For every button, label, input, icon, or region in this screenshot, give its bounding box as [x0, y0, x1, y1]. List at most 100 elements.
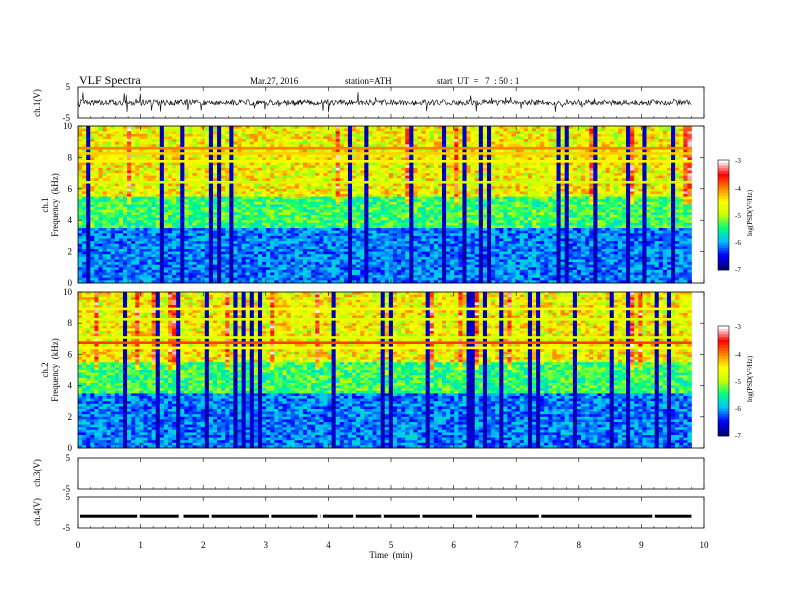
- ch1-spectrogram-cell: [258, 186, 262, 189]
- ch1-spectrogram-cell: [336, 152, 340, 155]
- ch1-spectrogram-cell: [209, 181, 213, 184]
- ch1-spectrogram-cell: [123, 160, 127, 163]
- ch1-spectrogram-cell: [585, 134, 589, 137]
- ch1-spectrogram-cell: [205, 157, 209, 160]
- ch1-spectrogram-cell: [634, 176, 638, 179]
- ch1-spectrogram-cell: [524, 155, 528, 158]
- ch1-spectrogram-cell: [401, 150, 405, 153]
- ch1-spectrogram-cell: [103, 194, 107, 197]
- ch1-spectrogram-cell: [360, 163, 364, 166]
- ch1-spectrogram-cell: [593, 139, 597, 142]
- ch1-spectrogram-cell: [552, 152, 556, 155]
- ch1-spectrogram-cell: [626, 139, 630, 142]
- ch1-spectrogram-cell: [548, 131, 552, 134]
- ch1-spectrogram-cell: [176, 189, 180, 192]
- ch1-spectrogram-cell: [397, 181, 401, 184]
- ch1-spectrogram-cell: [397, 176, 401, 179]
- ch1-spectrogram-cell: [393, 197, 397, 200]
- ch1-spectrogram-cell: [229, 168, 233, 171]
- ch1-spectrogram-cell: [589, 191, 593, 194]
- ch1-spectrogram-cell: [434, 207, 438, 210]
- ch1-spectrogram-cell: [405, 152, 409, 155]
- ch1-spectrogram-cell: [667, 157, 671, 160]
- ch1-spectrogram-cell: [417, 194, 421, 197]
- ch1-spectrogram-cell: [397, 142, 401, 145]
- ch1-spectrogram-cell: [471, 131, 475, 134]
- ch1-spectrogram-cell: [585, 129, 589, 132]
- ch1-spectrogram-cell: [377, 194, 381, 197]
- ch1-spectrogram-cell: [164, 155, 168, 158]
- ch1-spectrogram-cell: [499, 173, 503, 176]
- ch1-spectrogram-cell: [434, 202, 438, 205]
- ch1-spectrogram-cell: [205, 168, 209, 171]
- ch1-spectrogram-cell: [663, 150, 667, 153]
- ch1-spectrogram-cell: [352, 142, 356, 145]
- ch1-spectrogram-cell: [438, 194, 442, 197]
- ch1-spectrogram-cell: [274, 165, 278, 168]
- ch1-spectrogram-cell: [197, 150, 201, 153]
- ch1-spectrogram-cell: [188, 202, 192, 205]
- ch1-spectrogram-cell: [139, 155, 143, 158]
- ch1-spectrogram-cell: [340, 134, 344, 137]
- ch1-spectrogram-cell: [225, 184, 229, 187]
- ch1-spectrogram-cell: [585, 184, 589, 187]
- ch1-spectrogram-cell: [123, 139, 127, 142]
- ch1-spectrogram-cell: [164, 160, 168, 163]
- ch1-spectrogram-cell: [303, 134, 307, 137]
- ch1-spectrogram-cell: [156, 165, 160, 168]
- ch1-spectrogram-cell: [180, 207, 184, 210]
- ch1-spectrogram-cell: [569, 199, 573, 202]
- ch1-spectrogram-cell: [217, 163, 221, 166]
- ch1-spectrogram-cell: [229, 205, 233, 208]
- ch1-spectrogram-cell: [295, 168, 299, 171]
- ch1-spectrogram-cell: [573, 173, 577, 176]
- ch1-spectrogram-cell: [360, 160, 364, 163]
- ch1-spectrogram-cell: [626, 155, 630, 158]
- ch1-spectrogram-cell: [426, 194, 430, 197]
- ch1-spectrogram-cell: [254, 150, 258, 153]
- ch1-spectrogram-cell: [401, 142, 405, 145]
- ch1-spectrogram-cell: [602, 181, 606, 184]
- ch1-spectrogram-cell: [262, 157, 266, 160]
- ch1-spectrogram-cell: [557, 194, 561, 197]
- ch1-spectrogram-cell: [426, 147, 430, 150]
- ch1-spectrogram-cell: [438, 131, 442, 134]
- ch1-spectrogram-cell: [503, 207, 507, 210]
- ch1-spectrogram-cell: [377, 205, 381, 208]
- ch1-spectrogram-cell: [295, 131, 299, 134]
- ch1-spectrogram-cell: [372, 136, 376, 139]
- ch1-spectrogram-cell: [152, 152, 156, 155]
- ch1-spectrogram-cell: [344, 189, 348, 192]
- ch1-spectrogram-cell: [287, 147, 291, 150]
- ch1-spectrogram-cell: [270, 126, 274, 129]
- ch1-spectrogram-cell: [160, 197, 164, 200]
- ch1-spectrogram-cell: [618, 144, 622, 147]
- ch1-spectrogram-cell: [270, 205, 274, 208]
- ch1-spectrogram-cell: [626, 210, 630, 213]
- ch1-spectrogram-cell: [389, 184, 393, 187]
- ch1-spectrogram-cell: [180, 134, 184, 137]
- ch1-spectrogram-cell: [127, 165, 131, 168]
- ch1-spectrogram-cell: [332, 210, 336, 213]
- ch1-spectrogram-cell: [250, 160, 254, 163]
- ch1-spectrogram-cell: [561, 165, 565, 168]
- ch1-spectrogram-cell: [417, 205, 421, 208]
- ch1-spectrogram-cell: [589, 173, 593, 176]
- ch1-spectrogram-cell: [143, 157, 147, 160]
- ch1-spectrogram-cell: [266, 199, 270, 202]
- ch1-spectrogram-cell: [307, 131, 311, 134]
- ch1-spectrogram-cell: [172, 176, 176, 179]
- ch1-spectrogram-cell: [319, 126, 323, 129]
- ch1-spectrogram-cell: [90, 163, 94, 166]
- ch1-spectrogram-cell: [127, 131, 131, 134]
- ch1-spectrogram-cell: [397, 134, 401, 137]
- ch1-spectrogram-cell: [646, 199, 650, 202]
- ch1-spectrogram-cell: [602, 207, 606, 210]
- ch1-spectrogram-cell: [262, 191, 266, 194]
- ch1-spectrogram-cell: [397, 184, 401, 187]
- ch1-spectrogram-cell: [671, 160, 675, 163]
- ch1-spectrogram-cell: [499, 207, 503, 210]
- ch1-spectrogram-cell: [213, 194, 217, 197]
- ch1-spectrogram-cell: [552, 176, 556, 179]
- ch1-spectrogram-cell: [238, 178, 242, 181]
